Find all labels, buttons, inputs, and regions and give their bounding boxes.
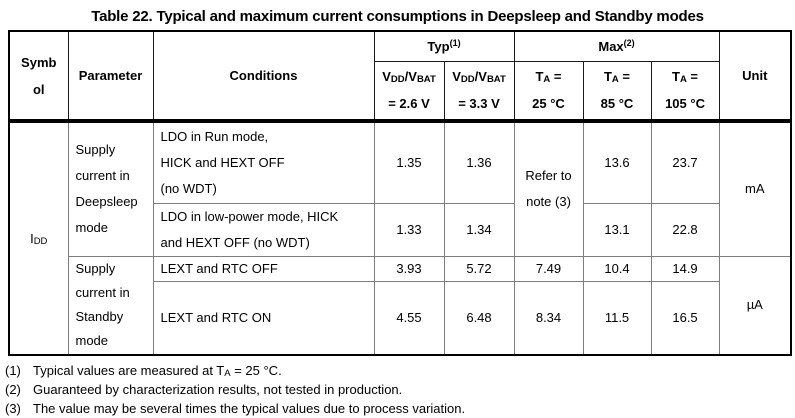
subcol-line1: TA = xyxy=(535,69,562,86)
subcol-header-vdd-2v6: VDD/VBAT = 2.6 V xyxy=(373,60,445,123)
subcol-line2: 105 °C xyxy=(665,96,705,112)
page-title: Table 22. Typical and maximum current co… xyxy=(91,8,704,25)
subcol-line1: VDD/VBAT xyxy=(382,69,436,86)
footnote-number: (3) xyxy=(5,401,21,416)
footnote-text: Guaranteed by characterization results, … xyxy=(33,382,403,397)
subcol-line1: TA = xyxy=(671,69,699,86)
typ-label: Typ xyxy=(427,38,450,54)
unit-cell-ua: µA xyxy=(718,255,792,356)
value-max-85: 11.5 xyxy=(582,280,652,356)
value-max-105: 23.7 xyxy=(650,120,720,204)
col-header-conditions: Conditions xyxy=(152,30,375,123)
footnote-text: The value may be several times the typic… xyxy=(33,401,466,416)
value-max-105: 14.9 xyxy=(650,255,720,282)
consumption-table: Symbol Parameter Conditions Typ(1) Max(2… xyxy=(8,30,793,356)
value-typ-2v6: 1.35 xyxy=(373,120,445,204)
subcol-header-ta-85: TA = 85 °C xyxy=(582,60,652,123)
condition-cell-ldo-lowpower: LDO in low-power mode, HICK and HEXT OFF… xyxy=(152,202,375,257)
value-max-25: 8.34 xyxy=(513,280,584,356)
subcol-line2: = 3.3 V xyxy=(458,96,500,112)
value-typ-3v3: 1.34 xyxy=(443,202,515,257)
typ-footnote-ref: (1) xyxy=(449,37,461,48)
subcol-line2: 25 °C xyxy=(532,96,565,112)
condition-cell-lext-rtc-on: LEXT and RTC ON xyxy=(152,280,375,356)
value-max-105: 22.8 xyxy=(650,202,720,257)
footnotes: (1) Typical values are measured at TA = … xyxy=(5,361,795,418)
max-label: Max xyxy=(598,38,624,54)
subcol-line2: = 2.6 V xyxy=(388,96,430,112)
footnote-number: (2) xyxy=(5,382,21,397)
value-typ-3v3: 1.36 xyxy=(443,120,515,204)
subcol-header-ta-105: TA = 105 °C xyxy=(650,60,720,123)
value-typ-2v6: 4.55 xyxy=(373,280,445,356)
unit-cell-ma: mA xyxy=(718,120,792,257)
condition-cell-lext-rtc-off: LEXT and RTC OFF xyxy=(152,255,375,282)
col-header-parameter: Parameter xyxy=(67,30,154,123)
col-header-unit: Unit xyxy=(718,30,792,123)
value-max-85: 10.4 xyxy=(582,255,652,282)
value-typ-2v6: 1.33 xyxy=(373,202,445,257)
subcol-line1: VDD/VBAT xyxy=(452,69,506,86)
condition-cell-ldo-run: LDO in Run mode, HICK and HEXT OFF (no W… xyxy=(152,120,375,204)
max-footnote-ref: (2) xyxy=(623,37,635,48)
footnote-item-2: (2) Guaranteed by characterization resul… xyxy=(5,380,795,399)
subcol-line2: 85 °C xyxy=(600,96,634,112)
col-header-typ: Typ(1) xyxy=(373,30,515,62)
subcol-header-ta-25: TA = 25 °C xyxy=(513,60,584,123)
col-header-symbol: Symbol xyxy=(8,30,69,123)
value-max-25: 7.49 xyxy=(513,255,584,282)
value-max-85: 13.1 xyxy=(582,202,652,257)
value-typ-3v3: 6.48 xyxy=(443,280,515,356)
parameter-cell-standby: Supply current in Standby mode xyxy=(67,255,154,356)
col-header-max: Max(2) xyxy=(513,30,720,62)
symbol-cell-idd: IDD xyxy=(8,120,69,356)
footnote-item-3: (3) The value may be several times the t… xyxy=(5,399,795,418)
footnote-text: Typical values are measured at TA = 25 °… xyxy=(33,363,282,379)
value-typ-2v6: 3.93 xyxy=(373,255,445,282)
footnote-item-1: (1) Typical values are measured at TA = … xyxy=(5,361,795,380)
refer-note-cell: Refer to note (3) xyxy=(513,120,584,257)
value-max-85: 13.6 xyxy=(582,120,652,204)
footnote-number: (1) xyxy=(5,363,21,378)
subcol-line1: TA = xyxy=(603,69,631,86)
value-max-105: 16.5 xyxy=(650,280,720,356)
subcol-header-vdd-3v3: VDD/VBAT = 3.3 V xyxy=(443,60,515,123)
value-typ-3v3: 5.72 xyxy=(443,255,515,282)
parameter-cell-deepsleep: Supply current in Deepsleep mode xyxy=(67,120,154,257)
